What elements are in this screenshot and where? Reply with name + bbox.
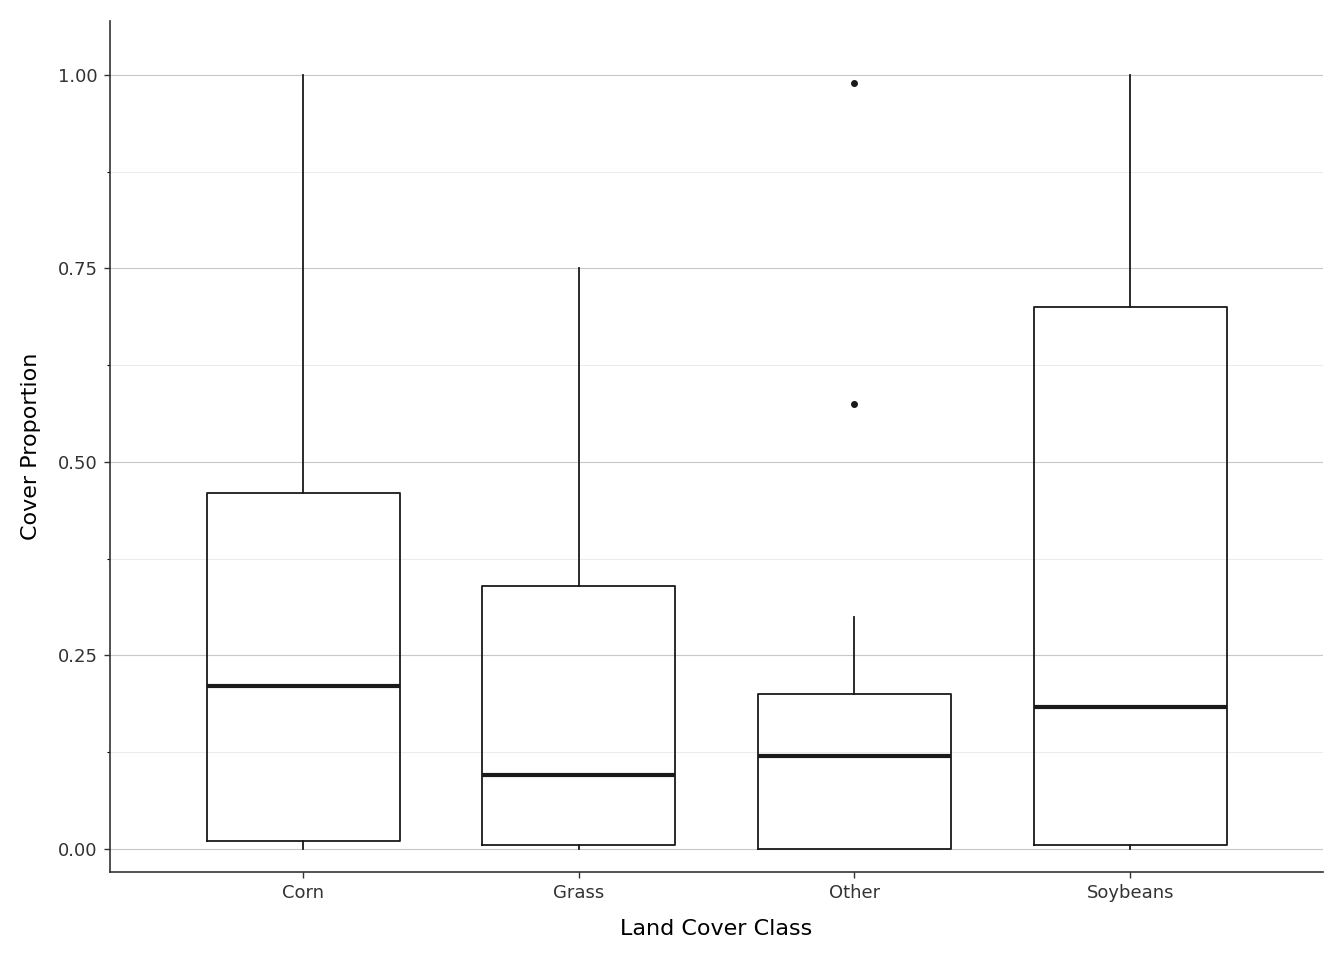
- Y-axis label: Cover Proportion: Cover Proportion: [22, 352, 40, 540]
- X-axis label: Land Cover Class: Land Cover Class: [621, 919, 813, 939]
